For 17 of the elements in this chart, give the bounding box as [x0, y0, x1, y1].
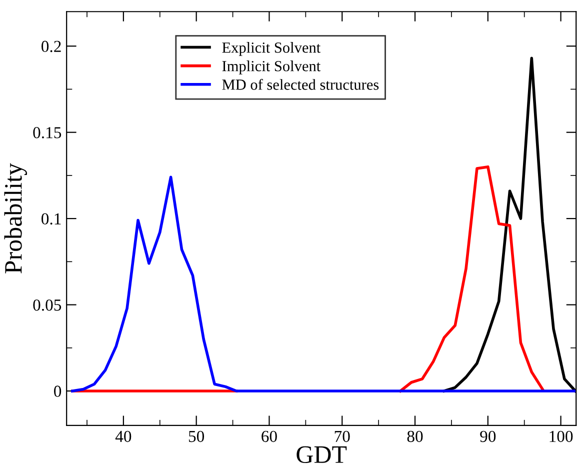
y-tick-label: 0 — [54, 386, 62, 397]
legend-label: Explicit Solvent — [222, 42, 321, 56]
x-tick-label: 80 — [407, 430, 423, 442]
legend-label: Implicit Solvent — [222, 60, 321, 74]
x-axis-title: GDT — [296, 446, 347, 464]
legend-label: MD of selected structures — [222, 78, 379, 90]
x-tick-label: 70 — [334, 430, 350, 442]
x-tick-label: 50 — [188, 430, 204, 442]
x-tick-label: 40 — [115, 430, 132, 442]
y-tick-label: 0.15 — [33, 127, 62, 138]
x-tick-label: 100 — [550, 430, 573, 442]
y-tick-label: 0.1 — [42, 213, 61, 225]
y-tick-label: 0.05 — [33, 299, 62, 311]
x-tick-label: 90 — [480, 430, 496, 442]
y-tick-label: 0.2 — [42, 40, 61, 52]
y-axis-title: Probability — [4, 163, 27, 274]
x-tick-label: 60 — [262, 430, 277, 442]
